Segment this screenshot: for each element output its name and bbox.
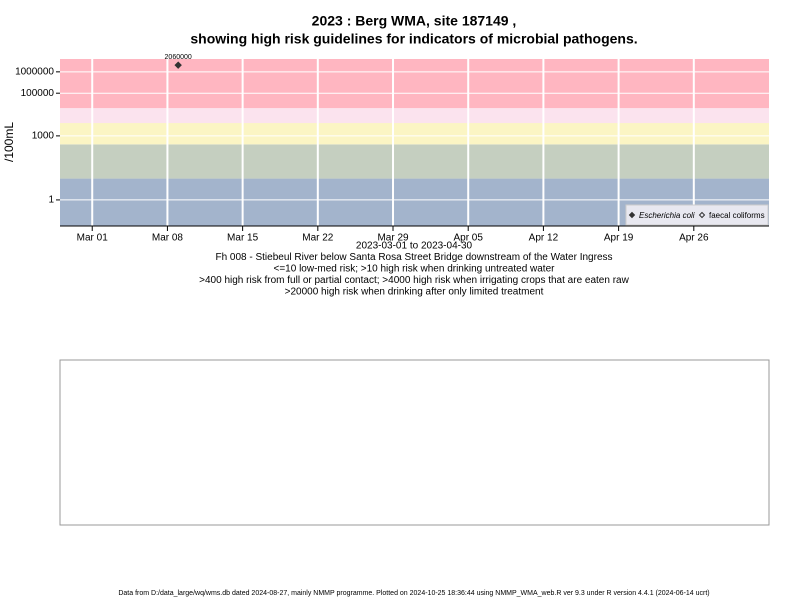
y-axis-label: /100mL xyxy=(2,122,16,162)
x-tick-label: Mar 29 xyxy=(377,233,409,244)
y-tick-label: 100000 xyxy=(21,88,55,99)
note: Fh 008 - Stiebeul River below Santa Rosa… xyxy=(215,252,612,263)
empty-panel xyxy=(59,359,770,526)
legend-marker xyxy=(628,211,636,219)
y-tick-label: 1 xyxy=(48,195,54,206)
x-tick-label: Mar 08 xyxy=(152,233,184,244)
legend-box xyxy=(625,204,769,226)
point xyxy=(174,61,182,69)
x-tick-label: Apr 05 xyxy=(453,233,483,244)
note: 2023-03-01 to 2023-04-30 xyxy=(356,241,473,252)
x-tick-label: Apr 12 xyxy=(529,233,559,244)
risk-band xyxy=(60,108,769,124)
chart-subtitle: showing high risk guidelines for indicat… xyxy=(190,31,637,47)
legend-label: Escherichia coli xyxy=(639,211,695,220)
risk-band xyxy=(60,59,769,109)
x-tick-label: Mar 01 xyxy=(77,233,109,244)
x-tick-label: Mar 22 xyxy=(302,233,334,244)
data-label: 2060000 xyxy=(165,54,192,61)
risk-band xyxy=(60,144,769,179)
legend-label: faecal coliforms xyxy=(709,211,765,220)
risk-band xyxy=(60,123,769,145)
legend-marker xyxy=(698,211,706,219)
x-tick-label: Apr 26 xyxy=(679,233,709,244)
chart-title: 2023 : Berg WMA, site 187149 , xyxy=(312,13,517,29)
note: >20000 high risk when drinking after onl… xyxy=(285,287,544,298)
footer: Data from D:/data_large/wq/wms.db dated … xyxy=(118,590,709,597)
y-tick-label: 1000 xyxy=(32,131,55,142)
x-tick-label: Mar 15 xyxy=(227,233,259,244)
note: >400 high risk from full or partial cont… xyxy=(199,275,629,286)
x-tick-label: Apr 19 xyxy=(604,233,634,244)
y-tick-label: 1000000 xyxy=(15,66,54,77)
note: <=10 low-med risk; >10 high risk when dr… xyxy=(274,264,556,275)
